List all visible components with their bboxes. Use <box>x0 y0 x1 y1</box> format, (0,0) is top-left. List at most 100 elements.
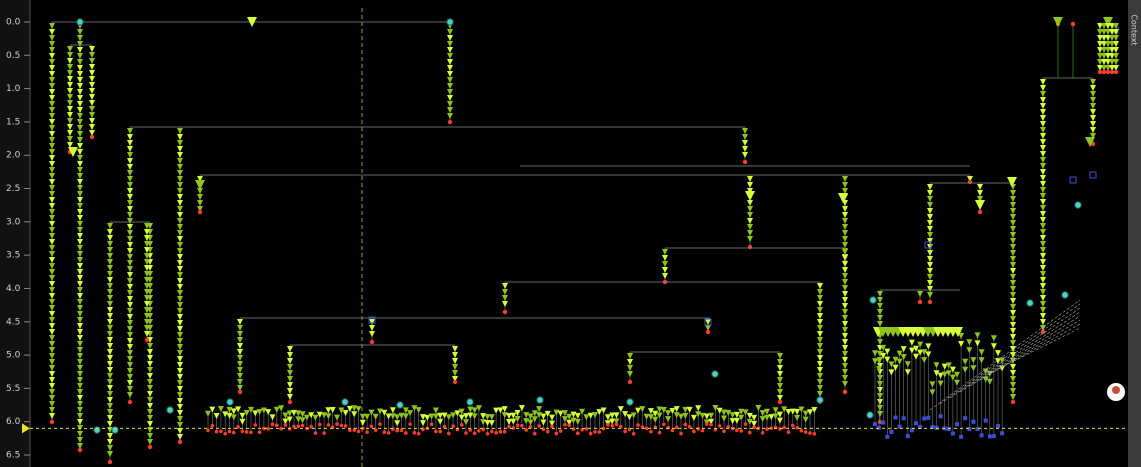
node <box>1101 53 1107 59</box>
node <box>67 142 73 148</box>
hub <box>396 401 404 409</box>
blue-node <box>704 318 712 326</box>
leaf <box>223 431 227 436</box>
node <box>49 245 55 251</box>
node <box>77 287 83 293</box>
node <box>1109 65 1115 71</box>
node <box>308 412 315 419</box>
node <box>925 343 932 350</box>
node <box>127 308 133 314</box>
leaf <box>1105 69 1111 75</box>
node <box>67 64 73 70</box>
leaf <box>657 430 662 435</box>
leaf <box>404 431 408 435</box>
node <box>107 265 113 271</box>
blue-node <box>893 415 898 420</box>
node <box>1010 226 1016 232</box>
node <box>1040 85 1046 91</box>
node <box>751 420 758 427</box>
node <box>77 317 83 323</box>
blue-node <box>897 424 902 429</box>
node <box>127 230 133 236</box>
node <box>1101 23 1107 29</box>
node <box>817 391 823 397</box>
node <box>177 380 183 386</box>
leaf <box>382 430 387 434</box>
side-tab-label[interactable]: Context <box>1130 14 1139 45</box>
node <box>147 373 153 379</box>
node <box>1040 175 1046 181</box>
leaf <box>709 422 713 427</box>
leaf <box>270 422 275 427</box>
leaf <box>369 424 374 429</box>
node <box>927 208 933 214</box>
node <box>1040 121 1046 127</box>
node <box>953 327 963 337</box>
blue-node <box>955 422 959 427</box>
node <box>195 180 205 190</box>
node <box>177 266 183 272</box>
node <box>842 351 848 357</box>
node <box>978 349 985 356</box>
node <box>177 242 183 248</box>
hub <box>869 296 877 304</box>
node <box>842 267 848 273</box>
node <box>127 200 133 206</box>
node <box>842 236 848 242</box>
blue-node <box>909 428 914 433</box>
node <box>107 385 113 391</box>
node <box>1113 41 1119 47</box>
node <box>652 416 659 423</box>
leaf <box>452 379 458 385</box>
node <box>147 439 153 445</box>
leaf <box>597 430 602 434</box>
leaf <box>408 422 412 426</box>
node <box>842 363 848 369</box>
node <box>177 422 183 428</box>
node <box>127 158 133 164</box>
node <box>127 272 133 278</box>
node <box>127 314 133 320</box>
leaf <box>244 430 249 434</box>
node <box>452 370 458 376</box>
blue-node <box>881 420 886 425</box>
node <box>566 419 573 426</box>
node <box>566 413 573 420</box>
node <box>49 335 55 341</box>
node <box>269 414 276 421</box>
blue-node <box>996 423 1000 428</box>
hub <box>166 406 174 414</box>
dashed-link <box>929 299 1081 411</box>
node <box>527 419 534 426</box>
node <box>77 155 83 161</box>
node <box>1010 376 1016 382</box>
node <box>127 128 133 134</box>
leaf <box>296 424 301 429</box>
node <box>927 286 933 292</box>
node <box>49 143 55 149</box>
node <box>842 176 848 182</box>
node <box>77 311 83 317</box>
side-tab[interactable] <box>1128 0 1141 467</box>
node <box>447 29 453 35</box>
node <box>127 290 133 296</box>
node <box>1040 217 1046 223</box>
node <box>781 406 788 413</box>
node <box>177 410 183 416</box>
node <box>1040 127 1046 133</box>
node <box>613 412 620 419</box>
node <box>447 59 453 65</box>
node <box>127 140 133 146</box>
node <box>497 407 504 414</box>
node <box>842 206 848 212</box>
node <box>817 325 823 331</box>
node <box>1040 193 1046 199</box>
node <box>1101 65 1107 71</box>
node <box>721 409 727 416</box>
node <box>1040 289 1046 295</box>
node <box>177 320 183 326</box>
node <box>747 224 753 230</box>
dashed-link <box>939 303 1081 405</box>
leaf <box>927 299 933 305</box>
node <box>127 224 133 230</box>
